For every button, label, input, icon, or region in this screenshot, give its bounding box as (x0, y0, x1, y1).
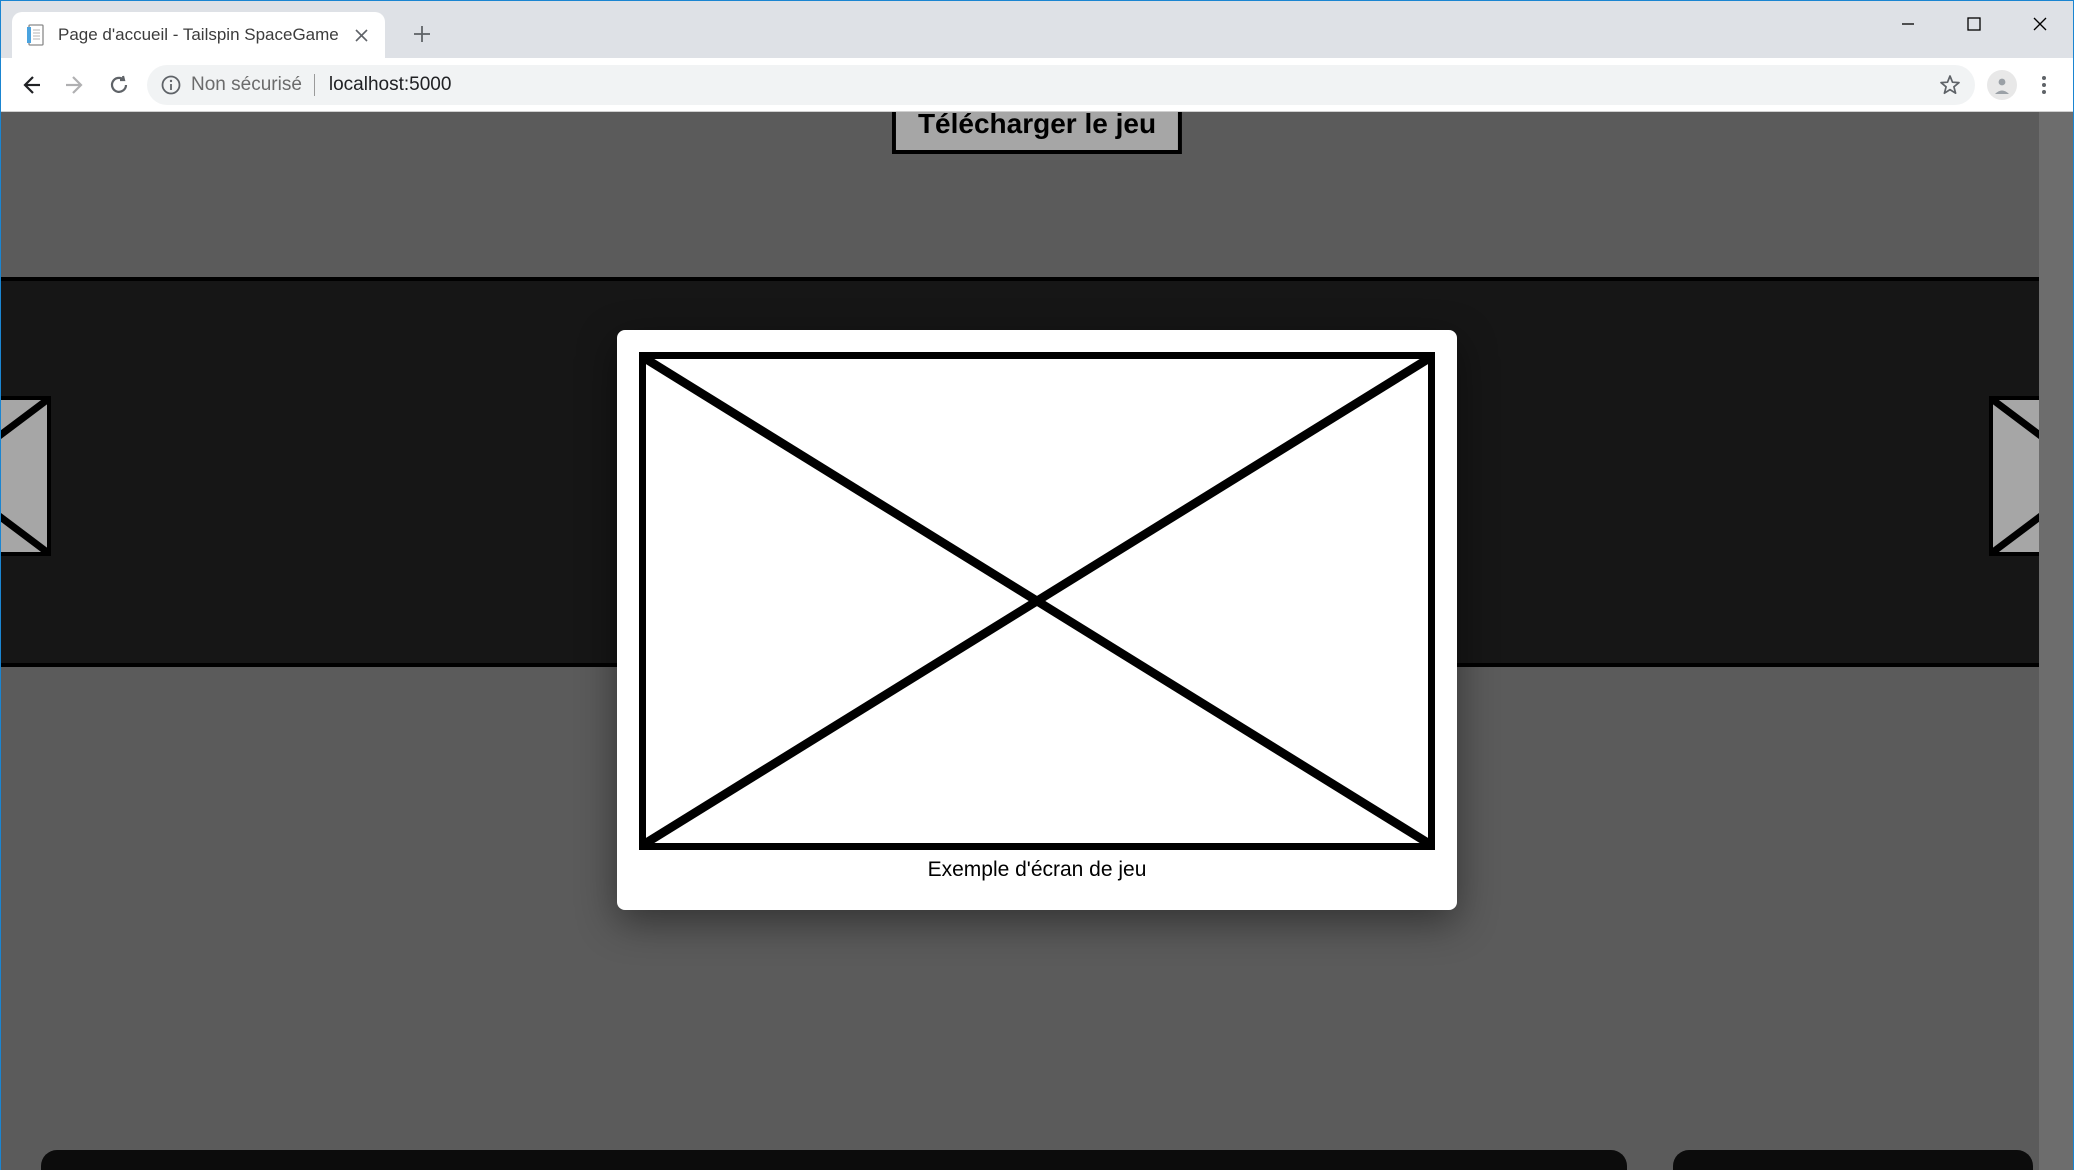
reload-button[interactable] (97, 65, 141, 105)
screenshot-modal: Exemple d'écran de jeu (617, 330, 1457, 910)
tab-close-icon[interactable] (353, 26, 371, 44)
profile-avatar-button[interactable] (1981, 65, 2023, 105)
browser-menu-button[interactable] (2023, 65, 2065, 105)
browser-window: Page d'accueil - Tailspin SpaceGame (1, 1, 2073, 1170)
new-tab-button[interactable] (407, 19, 437, 49)
url-text: localhost:5000 (329, 74, 452, 96)
omnibox[interactable]: Non sécurisé localhost:5000 (147, 65, 1975, 105)
tab-title: Page d'accueil - Tailspin SpaceGame (58, 25, 339, 45)
window-controls (1875, 1, 2073, 47)
address-bar: Non sécurisé localhost:5000 (1, 58, 2073, 112)
tab-strip: Page d'accueil - Tailspin SpaceGame (1, 1, 2073, 58)
modal-caption: Exemple d'écran de jeu (639, 858, 1435, 882)
bookmark-star-icon[interactable] (1939, 74, 1961, 96)
minimize-button[interactable] (1875, 1, 1941, 47)
forward-button[interactable] (53, 65, 97, 105)
modal-image-placeholder (639, 352, 1435, 850)
site-info-icon[interactable] (161, 75, 181, 95)
security-label: Non sécurisé (191, 74, 315, 96)
maximize-button[interactable] (1941, 1, 2007, 47)
browser-tab[interactable]: Page d'accueil - Tailspin SpaceGame (12, 12, 385, 58)
page-viewport: Télécharger le jeu (1, 112, 2073, 1170)
close-window-button[interactable] (2007, 1, 2073, 47)
back-button[interactable] (9, 65, 53, 105)
favicon-icon (26, 24, 48, 46)
